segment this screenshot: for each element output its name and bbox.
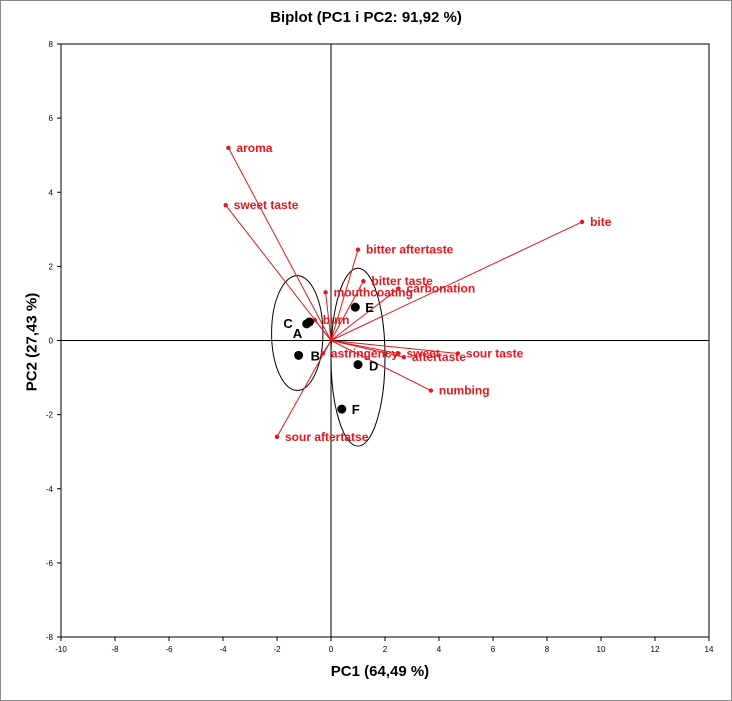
y-tick-label: 6 — [49, 114, 54, 123]
variable-label: bitter aftertaste — [366, 243, 454, 257]
x-tick-label: 8 — [545, 645, 550, 654]
variable-vector — [276, 340, 332, 438]
variable-vector — [330, 249, 359, 341]
variable-vector — [330, 340, 458, 354]
y-tick-label: -6 — [46, 559, 54, 568]
variable-point — [401, 354, 407, 360]
observation-point — [337, 404, 347, 414]
variable-label: aftertaste — [412, 350, 466, 364]
variable-point — [223, 203, 228, 208]
variable-label: sour taste — [466, 346, 524, 360]
x-tick-label: 14 — [705, 645, 714, 654]
variable-label: sour aftertatse — [285, 430, 369, 444]
y-tick-label: 0 — [49, 337, 54, 346]
x-tick-label: 10 — [597, 645, 606, 654]
y-tick-label: -2 — [46, 411, 54, 420]
variable-vector — [325, 292, 332, 341]
variable-vector — [330, 280, 364, 341]
x-tick-label: 4 — [437, 645, 442, 654]
variable-label: bite — [590, 215, 612, 229]
variable-label: bitter taste — [371, 274, 433, 288]
x-tick-label: -6 — [165, 645, 173, 654]
variable-point — [355, 247, 361, 252]
chart-title: Biplot (PC1 i PC2: 91,92 %) — [270, 9, 462, 26]
observation-point — [304, 317, 314, 327]
variable-vector — [330, 340, 432, 391]
variable-label: sweet — [407, 346, 440, 360]
x-tick-label: -10 — [55, 645, 67, 654]
x-tick-label: 6 — [491, 645, 496, 654]
observation-point — [353, 360, 363, 370]
y-tick-label: 8 — [49, 40, 54, 49]
x-axis-label: PC1 (64,49 %) — [330, 663, 430, 680]
observation-point — [294, 350, 304, 360]
y-tick-label: 4 — [49, 188, 54, 197]
x-tick-label: 0 — [329, 645, 334, 654]
variable-label: aroma — [236, 141, 272, 155]
variable-vector — [314, 319, 332, 341]
x-tick-label: -4 — [219, 645, 227, 654]
x-tick-label: 2 — [383, 645, 388, 654]
variable-label: sweet taste — [234, 198, 299, 212]
variable-point — [396, 286, 401, 291]
variable-vector — [225, 204, 332, 341]
observation-point — [350, 302, 360, 312]
variable-vector — [330, 288, 399, 341]
observation-label: C — [283, 316, 293, 331]
variable-vector — [330, 221, 583, 341]
observation-label: F — [352, 402, 360, 417]
variable-vector — [330, 340, 405, 358]
x-tick-label: 12 — [651, 645, 660, 654]
variable-point — [396, 351, 401, 356]
variable-point — [361, 279, 366, 284]
group-ellipse — [330, 267, 386, 447]
variable-point — [323, 290, 328, 295]
variable-point — [455, 351, 461, 356]
variable-label: numbing — [439, 384, 490, 398]
group-ellipse — [271, 275, 324, 392]
observation-label: E — [365, 300, 374, 315]
variable-point — [579, 219, 585, 225]
variable-label: carbonation — [407, 282, 476, 296]
x-tick-label: -8 — [111, 645, 119, 654]
variable-label: burn — [323, 313, 350, 327]
variable-vector — [227, 147, 332, 341]
x-tick-label: -2 — [273, 645, 281, 654]
variable-label: mouthcoating — [334, 285, 413, 299]
y-tick-label: -8 — [46, 633, 54, 642]
variable-point — [274, 434, 280, 440]
observation-label: D — [369, 359, 378, 374]
y-tick-label: -4 — [46, 485, 54, 494]
y-tick-label: 2 — [49, 262, 54, 271]
variable-point — [428, 388, 434, 393]
observation-label: A — [293, 326, 303, 341]
observation-label: B — [311, 348, 320, 363]
variable-point — [226, 145, 231, 150]
